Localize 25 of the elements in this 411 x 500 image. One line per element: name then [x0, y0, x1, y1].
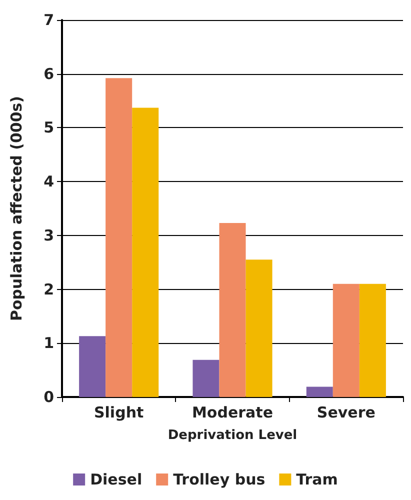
y-tick-label: 5	[44, 118, 54, 137]
bar	[192, 360, 220, 397]
legend-label: Tram	[296, 470, 338, 488]
bar	[306, 386, 333, 397]
y-tick-label: 4	[44, 172, 54, 191]
legend-label: Trolley bus	[173, 470, 266, 488]
bar	[132, 108, 159, 397]
y-tick-label: 2	[44, 280, 54, 298]
y-tick-label: 0	[44, 388, 54, 406]
y-tick-label: 6	[44, 64, 54, 83]
bar	[359, 284, 386, 397]
x-axis-title: Deprivation Level	[168, 428, 298, 443]
x-tick-label: Moderate	[192, 404, 274, 422]
bar	[79, 336, 106, 397]
y-tick-label: 1	[44, 334, 54, 352]
bar	[246, 260, 272, 397]
y-tick-label: 7	[44, 11, 54, 29]
legend-label: Diesel	[90, 470, 142, 488]
bar	[332, 284, 360, 397]
bar	[106, 78, 132, 397]
bar	[219, 223, 246, 397]
y-tick-label: 3	[44, 226, 54, 244]
x-tick-label: Slight	[94, 404, 144, 422]
y-axis-title: Population affected (000s)	[8, 96, 26, 322]
x-tick-label: Severe	[316, 404, 376, 422]
